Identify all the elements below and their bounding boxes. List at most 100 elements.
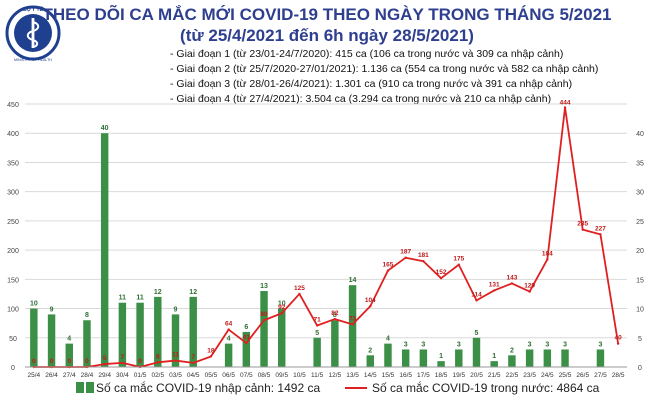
line-value-label: 187 bbox=[400, 249, 411, 256]
bar-value-label: 3 bbox=[545, 341, 549, 348]
phase-note: - Giai đoạn 4 (từ 27/4/2021): 3.504 ca (… bbox=[170, 93, 552, 105]
y-right-tick-label: 40 bbox=[636, 131, 644, 138]
line-point bbox=[404, 256, 407, 259]
x-tick-label: 07/5 bbox=[240, 372, 253, 379]
line-value-label: 0 bbox=[50, 358, 54, 365]
bar bbox=[561, 349, 569, 367]
bar-value-label: 4 bbox=[386, 336, 390, 343]
line-point bbox=[298, 292, 301, 296]
bar bbox=[543, 349, 552, 367]
title-line-2: (từ 25/4/2021 đến 6h ngày 28/5/2021) bbox=[180, 26, 474, 45]
line-value-label: 235 bbox=[577, 221, 588, 228]
bar-value-label: 11 bbox=[136, 295, 144, 302]
bar bbox=[437, 361, 445, 367]
ministry-emblem-icon: BỘ Y TẾ MINISTRY OF HEALTH bbox=[5, 5, 61, 62]
x-tick-label: 24/5 bbox=[541, 372, 554, 379]
line-value-label: 181 bbox=[418, 252, 429, 259]
legend-swatch-bar bbox=[76, 382, 84, 393]
bar bbox=[83, 320, 91, 367]
y-left-tick-label: 250 bbox=[7, 219, 19, 226]
y-axis-right: 0 5 10 15 20 25 30 35 40 bbox=[636, 131, 644, 372]
bar-value-label: 2 bbox=[510, 347, 514, 354]
line-value-label: 0 bbox=[67, 358, 71, 365]
x-tick-label: 10/5 bbox=[293, 372, 306, 379]
x-tick-label: 08/5 bbox=[258, 372, 271, 379]
line-value-label: 152 bbox=[436, 269, 447, 276]
bar bbox=[189, 296, 197, 367]
line-point bbox=[156, 361, 159, 364]
y-right-tick-label: 25 bbox=[636, 219, 644, 226]
bar bbox=[278, 308, 286, 367]
line-point bbox=[103, 362, 106, 366]
y-left-tick-label: 150 bbox=[7, 277, 19, 284]
line-point bbox=[475, 299, 478, 302]
line-value-label: 7 bbox=[121, 354, 125, 361]
line-value-label: 0 bbox=[138, 358, 142, 365]
bar bbox=[224, 343, 233, 367]
bar bbox=[348, 285, 357, 367]
x-tick-label: 26/4 bbox=[45, 372, 58, 379]
bar-value-label: 1 bbox=[492, 353, 496, 360]
legend-swatch-line bbox=[345, 387, 367, 389]
line-value-label: 5 bbox=[103, 355, 107, 362]
bar bbox=[401, 349, 410, 367]
line-point bbox=[121, 361, 124, 365]
bar bbox=[30, 308, 38, 367]
line-point bbox=[493, 289, 496, 292]
bar-value-label: 3 bbox=[528, 341, 532, 348]
x-tick-label: 23/5 bbox=[523, 372, 536, 379]
ministry-name: BỘ Y TẾ bbox=[23, 5, 43, 13]
x-tick-label: 01/5 bbox=[134, 372, 147, 379]
y-left-tick-label: 400 bbox=[7, 131, 19, 138]
line-value-label: 143 bbox=[506, 274, 517, 281]
y-left-tick-label: 50 bbox=[9, 336, 17, 343]
y-right-tick-label: 35 bbox=[636, 160, 644, 167]
line-value-label: 227 bbox=[595, 225, 606, 232]
bar bbox=[65, 343, 73, 367]
x-tick-label: 15/5 bbox=[382, 372, 395, 379]
bar bbox=[508, 355, 516, 367]
line-point bbox=[563, 106, 567, 109]
line-value-label: 8 bbox=[156, 353, 160, 360]
line-point bbox=[262, 319, 266, 322]
line-value-label: 73 bbox=[349, 315, 357, 322]
phase-note: - Giai đoạn 1 (từ 23/01-24/7/2020): 415 … bbox=[170, 48, 564, 60]
bar bbox=[419, 349, 428, 367]
bar-value-label: 4 bbox=[67, 336, 71, 343]
bar-value-label: 1 bbox=[439, 353, 443, 360]
x-tick-label: 21/5 bbox=[488, 372, 501, 379]
line-point bbox=[510, 282, 514, 285]
legend-swatch-bar bbox=[86, 382, 94, 393]
y-right-tick-label: 30 bbox=[636, 190, 644, 197]
title-line-1: THEO DÕI CA MẮC MỚI COVID-19 THEO NGÀY T… bbox=[42, 5, 612, 24]
bar-value-label: 5 bbox=[315, 330, 319, 337]
x-tick-label: 27/5 bbox=[594, 372, 607, 379]
phase-notes: - Giai đoạn 1 (từ 23/01-24/7/2020): 415 … bbox=[170, 47, 598, 107]
line-value-label: 11 bbox=[172, 352, 179, 359]
x-tick-label: 27/4 bbox=[63, 372, 76, 379]
line-point bbox=[209, 355, 213, 358]
line-value-label: 0 bbox=[32, 358, 36, 365]
bar-value-label: 9 bbox=[174, 306, 178, 313]
x-tick-label: 03/5 bbox=[169, 372, 182, 379]
bar bbox=[366, 355, 374, 367]
line-series: 0 0 0 0 5 708 11 718644180921257182731041651871… bbox=[32, 100, 622, 369]
bar bbox=[596, 349, 605, 367]
line-point bbox=[174, 359, 177, 362]
line-point bbox=[439, 276, 443, 280]
ministry-name-en: MINISTRY OF HEALTH bbox=[14, 58, 52, 62]
x-tick-label: 13/5 bbox=[346, 372, 359, 379]
line-value-label: 184 bbox=[542, 250, 553, 257]
x-tick-label: 30/4 bbox=[116, 372, 129, 379]
phase-note: - Giai đoạn 3 (từ 28/01-26/4/2021): 1.30… bbox=[170, 78, 573, 90]
line-point bbox=[422, 260, 425, 263]
line-point bbox=[280, 312, 283, 315]
bar-value-label: 13 bbox=[260, 283, 268, 290]
y-axis-left: 0 50 100 150 200 250 300 350 400 450 bbox=[7, 102, 19, 372]
bar bbox=[118, 302, 127, 367]
y-right-tick-label: 10 bbox=[636, 307, 644, 314]
legend-item-line: Số ca mắc COVID-19 trong nước: 4864 ca bbox=[345, 381, 599, 395]
bar bbox=[260, 291, 268, 367]
